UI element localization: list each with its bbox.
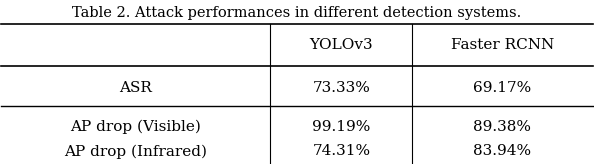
Text: 74.31%: 74.31% xyxy=(312,144,371,158)
Text: AP drop (Visible): AP drop (Visible) xyxy=(71,120,201,134)
Text: 83.94%: 83.94% xyxy=(473,144,532,158)
Text: 99.19%: 99.19% xyxy=(312,120,371,134)
Text: 69.17%: 69.17% xyxy=(473,82,532,95)
Text: 89.38%: 89.38% xyxy=(473,120,532,134)
Text: YOLOv3: YOLOv3 xyxy=(309,38,373,52)
Text: Table 2. Attack performances in different detection systems.: Table 2. Attack performances in differen… xyxy=(72,6,522,20)
Text: 73.33%: 73.33% xyxy=(312,82,370,95)
Text: Faster RCNN: Faster RCNN xyxy=(451,38,554,52)
Text: AP drop (Infrared): AP drop (Infrared) xyxy=(64,144,207,159)
Text: ASR: ASR xyxy=(119,82,152,95)
